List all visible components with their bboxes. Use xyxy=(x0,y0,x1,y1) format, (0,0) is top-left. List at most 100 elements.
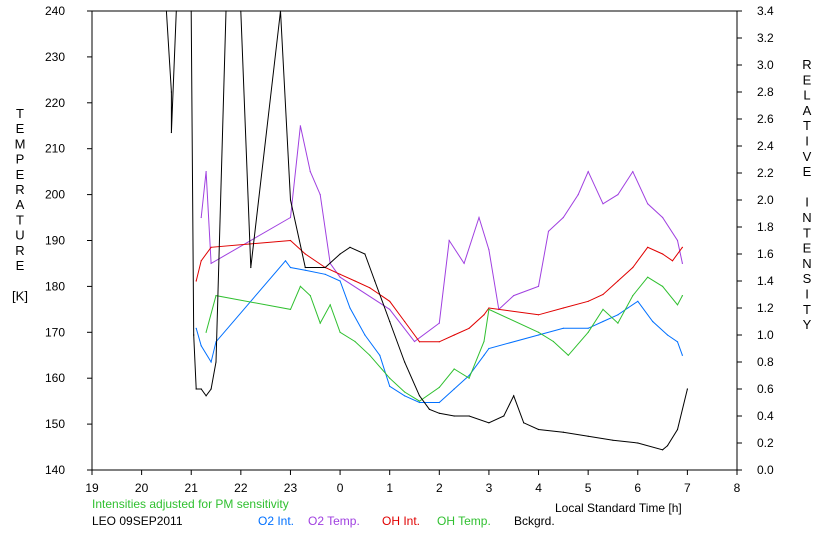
y-right-label-letter: E xyxy=(803,241,812,256)
note-text: Intensities adjusted for PM sensitivity xyxy=(92,497,289,511)
data-point xyxy=(468,327,470,329)
legend-entry: Bckgrd. xyxy=(514,514,555,528)
data-point xyxy=(289,266,292,269)
data-point xyxy=(488,249,490,251)
data-point xyxy=(666,445,669,447)
data-point xyxy=(170,91,172,93)
data-point xyxy=(369,287,371,289)
data-point xyxy=(210,361,212,363)
data-point xyxy=(289,308,292,310)
data-point xyxy=(418,395,421,397)
data-point xyxy=(686,388,689,390)
data-point xyxy=(339,280,341,282)
data-point xyxy=(193,334,195,336)
y-right-tick-label: 0.0 xyxy=(757,463,774,477)
y-right-label-letter: Y xyxy=(803,317,812,332)
data-point xyxy=(369,354,371,356)
y-right-label-letter: E xyxy=(803,164,812,179)
y-left-tick-label: 230 xyxy=(45,50,65,64)
y-right-label-letter: L xyxy=(803,88,810,103)
data-point xyxy=(418,400,421,402)
data-point xyxy=(170,131,172,134)
data-point xyxy=(299,125,301,127)
y-right-tick-label: 1.8 xyxy=(757,220,774,234)
y-right-tick-label: 2.2 xyxy=(757,166,774,180)
legend-entry: O2 Int. xyxy=(258,514,294,528)
data-point xyxy=(195,280,197,282)
data-point xyxy=(602,203,604,205)
y-left-label-letter: T xyxy=(16,212,24,227)
data-point xyxy=(210,388,212,390)
y-right-label-letter: T xyxy=(803,302,811,317)
data-point xyxy=(418,401,421,404)
legend-entry: OH Int. xyxy=(382,514,420,528)
x-tick-label: 23 xyxy=(284,481,298,495)
data-point xyxy=(289,216,292,219)
data-point xyxy=(587,435,589,437)
data-point xyxy=(602,293,604,296)
y-left-label-letter: M xyxy=(15,136,26,151)
data-point xyxy=(354,340,356,343)
data-point xyxy=(374,280,376,282)
x-tick-label: 19 xyxy=(85,481,99,495)
data-point xyxy=(284,260,287,262)
data-point xyxy=(389,300,391,302)
data-point xyxy=(463,262,465,264)
y-right-tick-label: 0.6 xyxy=(757,382,774,396)
y-left-tick-label: 160 xyxy=(45,371,65,385)
data-point xyxy=(200,216,202,219)
data-point xyxy=(602,320,604,323)
series-line xyxy=(195,239,683,343)
data-point xyxy=(537,428,540,431)
y-left-tick-label: 170 xyxy=(45,325,65,339)
y-right-label-letter: S xyxy=(803,271,812,286)
y-left-label-letter: A xyxy=(16,197,25,212)
data-point xyxy=(339,273,341,275)
series-oh-int xyxy=(195,239,684,343)
data-point xyxy=(175,10,177,12)
data-point xyxy=(438,401,440,404)
data-point xyxy=(617,194,619,196)
y-right-tick-label: 1.4 xyxy=(757,274,774,288)
x-tick-label: 21 xyxy=(185,481,199,495)
data-point xyxy=(205,395,207,397)
data-point xyxy=(666,334,669,336)
data-point xyxy=(488,308,490,310)
data-point xyxy=(478,216,480,219)
data-point xyxy=(587,327,589,329)
y-left-tick-label: 210 xyxy=(45,142,65,156)
y-right-label-letter: E xyxy=(803,72,812,87)
y-left-tick-label: 220 xyxy=(45,96,65,110)
y-left-label-letter: R xyxy=(15,182,24,197)
data-point xyxy=(389,320,391,323)
y-right-label-letter: I xyxy=(805,195,809,210)
y-right-label-letter: V xyxy=(803,149,812,164)
data-point xyxy=(453,415,455,417)
data-point xyxy=(647,203,649,205)
data-point xyxy=(587,300,589,302)
data-point xyxy=(681,246,684,248)
data-point xyxy=(632,171,634,173)
data-point xyxy=(205,331,207,333)
data-point xyxy=(662,216,664,219)
data-point xyxy=(438,412,440,414)
x-tick-label: 7 xyxy=(684,481,691,495)
data-point xyxy=(676,341,679,343)
data-point xyxy=(349,307,351,309)
y-right-label-letter: T xyxy=(803,225,811,240)
data-point xyxy=(483,314,485,316)
y-left-label-letter: E xyxy=(16,167,25,182)
data-point xyxy=(389,385,391,387)
y-left-label-letter: T xyxy=(16,106,24,121)
data-point xyxy=(205,171,207,173)
data-point xyxy=(339,253,341,255)
data-point xyxy=(438,341,440,343)
data-point xyxy=(468,415,470,417)
x-tick-label: 20 xyxy=(135,481,149,495)
y-right-tick-label: 0.2 xyxy=(757,436,774,450)
x-tick-label: 6 xyxy=(634,481,641,495)
data-point xyxy=(289,199,292,201)
data-point xyxy=(552,340,555,343)
y-right-tick-label: 1.6 xyxy=(757,247,774,261)
